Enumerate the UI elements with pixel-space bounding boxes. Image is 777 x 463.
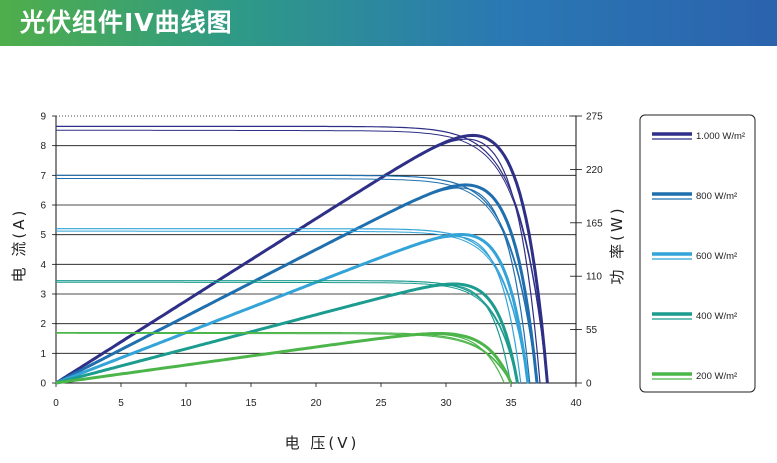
y-tick-label: 7 [40, 171, 46, 182]
y-tick-label: 4 [40, 260, 46, 271]
y2-tick-label: 55 [586, 325, 598, 336]
iv-curve-1 [56, 174, 538, 384]
tick-labels: 0 1 2 3 4 5 6 7 8 9 0 5 10 15 20 25 30 35 40 0 55 110 165 220 27… [40, 112, 603, 410]
y-tick-label: 8 [40, 141, 46, 152]
iv-curve-0 [56, 125, 548, 384]
legend-label: 1.000 W/m² [696, 131, 745, 142]
iv-curve-1 [55, 177, 538, 384]
x-tick-label: 0 [53, 398, 59, 409]
power-curve-0 [55, 133, 549, 385]
y-tick-label: 1 [40, 349, 46, 360]
x-tick-label: 10 [180, 398, 192, 409]
iv-curve-2 [55, 230, 529, 384]
x-axis-label: 电 压(V) [285, 434, 360, 452]
legend-box [639, 114, 756, 393]
y-tick-label: 6 [40, 201, 46, 212]
y-tick-label: 2 [40, 319, 46, 330]
legend-label: 200 W/m² [696, 371, 737, 382]
page-title: 光伏组件IV曲线图 [20, 8, 233, 37]
x-tick-label: 20 [310, 398, 322, 409]
iv-curve-4 [56, 332, 512, 384]
y2-axis-label: 功 率(W) [608, 205, 626, 284]
iv-curve-4 [56, 332, 512, 384]
title-banner: 光伏组件IV曲线图 [0, 0, 777, 46]
iv-curve-2 [56, 228, 529, 384]
y2-tick-label: 165 [586, 218, 603, 229]
x-tick-label: 25 [375, 398, 387, 409]
legend-label: 600 W/m² [696, 251, 737, 262]
y2-tick-label: 110 [586, 272, 602, 283]
x-tick-label: 35 [505, 398, 517, 409]
power-curve-2 [55, 233, 530, 385]
power-curve-2 [55, 236, 522, 384]
legend-label: 800 W/m² [696, 191, 737, 202]
x-tick-label: 30 [440, 398, 452, 409]
power-curve-1 [55, 183, 539, 385]
y2-tick-label: 275 [586, 112, 603, 123]
y-tick-label: 3 [40, 290, 46, 301]
chart-axes [52, 115, 582, 387]
y2-tick-label: 0 [586, 379, 592, 390]
y-axis-label: 电 流(A) [10, 208, 28, 283]
y-tick-label: 5 [40, 230, 46, 241]
series-lines [55, 125, 549, 385]
legend: 1.000 W/m² 800 W/m² 600 W/m² 400 W/m² 200 W/… [639, 114, 756, 393]
y2-tick-label: 220 [586, 165, 603, 176]
iv-curve-3 [55, 280, 519, 384]
x-tick-label: 15 [245, 398, 257, 409]
x-tick-label: 5 [118, 398, 124, 409]
iv-curve-0 [56, 129, 548, 384]
y-tick-label: 9 [40, 112, 46, 123]
power-curve-4 [55, 332, 513, 385]
legend-label: 400 W/m² [696, 311, 737, 322]
power-curve-3 [55, 282, 519, 385]
x-tick-label: 40 [570, 398, 582, 409]
y-tick-label: 0 [40, 379, 46, 390]
